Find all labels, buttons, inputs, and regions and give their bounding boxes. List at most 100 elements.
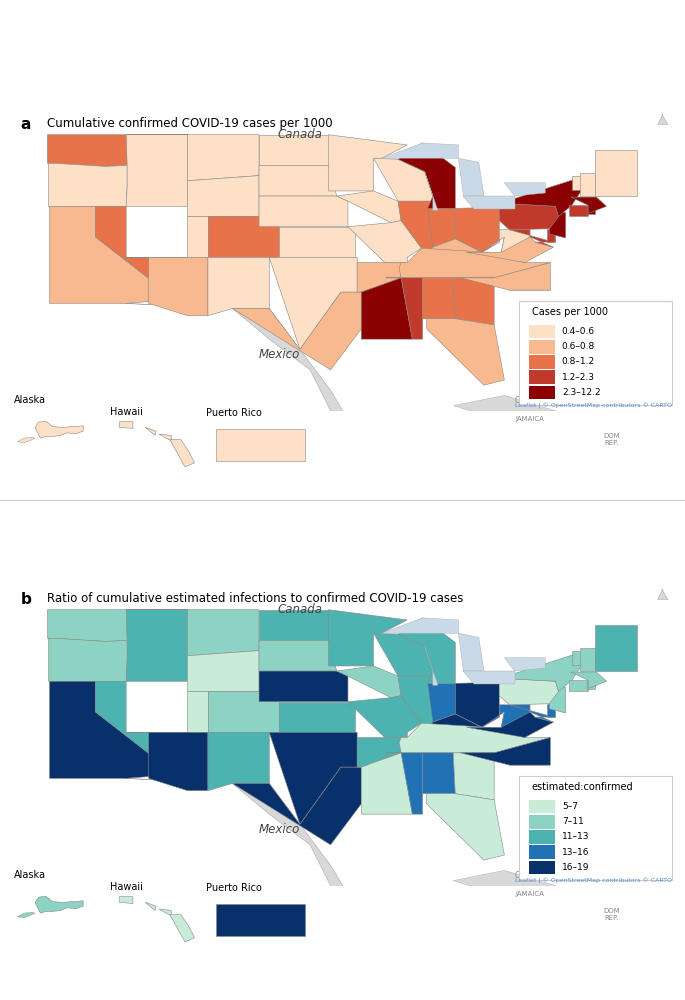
Polygon shape <box>259 671 348 702</box>
Polygon shape <box>208 216 279 257</box>
Polygon shape <box>373 158 433 201</box>
Polygon shape <box>159 434 171 441</box>
Polygon shape <box>382 143 458 158</box>
Polygon shape <box>453 395 566 431</box>
Polygon shape <box>580 173 595 196</box>
Polygon shape <box>460 262 550 290</box>
Polygon shape <box>571 672 607 688</box>
Polygon shape <box>399 723 550 753</box>
Polygon shape <box>259 640 337 671</box>
Text: estimated:confirmed: estimated:confirmed <box>532 782 634 792</box>
Polygon shape <box>458 158 484 196</box>
Polygon shape <box>571 197 607 213</box>
Polygon shape <box>425 172 438 210</box>
Polygon shape <box>49 206 151 303</box>
Bar <box>529 355 556 369</box>
Polygon shape <box>170 440 195 467</box>
Polygon shape <box>421 714 525 753</box>
Polygon shape <box>47 610 127 641</box>
Polygon shape <box>0 0 685 124</box>
Polygon shape <box>259 165 337 196</box>
Polygon shape <box>35 896 83 913</box>
Polygon shape <box>482 230 530 252</box>
Polygon shape <box>398 201 433 252</box>
Polygon shape <box>279 702 355 732</box>
Text: Canada: Canada <box>277 603 323 616</box>
Polygon shape <box>421 239 525 278</box>
Polygon shape <box>125 778 433 947</box>
Polygon shape <box>386 753 423 814</box>
Polygon shape <box>453 870 566 906</box>
Text: CUBA: CUBA <box>514 871 536 880</box>
Polygon shape <box>510 705 553 722</box>
Polygon shape <box>259 196 348 227</box>
Text: 1.2–2.3: 1.2–2.3 <box>562 373 595 382</box>
Polygon shape <box>572 651 591 665</box>
Polygon shape <box>521 447 543 455</box>
Polygon shape <box>458 633 484 671</box>
Text: Cumulative confirmed COVID-19 cases per 1000: Cumulative confirmed COVID-19 cases per … <box>47 117 332 130</box>
Text: JAMAICA: JAMAICA <box>516 416 545 422</box>
Polygon shape <box>423 753 456 794</box>
Polygon shape <box>127 610 259 656</box>
Text: Alaska: Alaska <box>14 870 46 880</box>
Polygon shape <box>499 678 558 705</box>
Bar <box>529 325 556 338</box>
Polygon shape <box>119 897 133 904</box>
Text: Puerto Rico: Puerto Rico <box>206 883 262 893</box>
Polygon shape <box>595 625 637 671</box>
Polygon shape <box>259 135 329 176</box>
Polygon shape <box>464 196 514 209</box>
Text: REP.: REP. <box>605 915 619 921</box>
Text: b: b <box>21 592 32 607</box>
Polygon shape <box>17 437 35 443</box>
Polygon shape <box>466 237 553 262</box>
Polygon shape <box>216 904 305 936</box>
Text: Mexico: Mexico <box>259 823 300 836</box>
Polygon shape <box>423 278 456 319</box>
Polygon shape <box>499 651 591 691</box>
Polygon shape <box>348 221 421 262</box>
Text: 2.3–12.2: 2.3–12.2 <box>562 388 601 397</box>
Text: Hawaii: Hawaii <box>110 407 142 417</box>
Polygon shape <box>510 230 553 247</box>
Polygon shape <box>232 767 361 845</box>
Text: Canada: Canada <box>277 128 323 141</box>
Polygon shape <box>357 262 401 292</box>
Polygon shape <box>357 738 401 767</box>
Text: 7–11: 7–11 <box>562 817 584 826</box>
Polygon shape <box>126 135 188 206</box>
Polygon shape <box>425 647 438 685</box>
Text: 5–7: 5–7 <box>562 802 578 811</box>
Polygon shape <box>456 207 499 252</box>
Polygon shape <box>232 292 361 370</box>
Polygon shape <box>337 666 401 698</box>
Polygon shape <box>49 681 151 778</box>
Polygon shape <box>587 681 595 689</box>
Text: Puerto Rico: Puerto Rico <box>206 408 262 418</box>
Polygon shape <box>460 738 550 765</box>
Text: Leaflet | © OpenStreetMap contributors © CARTO: Leaflet | © OpenStreetMap contributors ©… <box>514 878 671 884</box>
Polygon shape <box>453 278 494 325</box>
Text: DOM: DOM <box>603 433 620 439</box>
Text: 0.4–0.6: 0.4–0.6 <box>562 327 595 336</box>
Polygon shape <box>587 206 595 214</box>
Bar <box>529 830 556 844</box>
Text: Ratio of cumulative estimated infections to confirmed COVID-19 cases: Ratio of cumulative estimated infections… <box>47 592 463 605</box>
Polygon shape <box>149 257 208 316</box>
Polygon shape <box>580 648 595 671</box>
Polygon shape <box>329 610 408 666</box>
Polygon shape <box>269 732 357 824</box>
Polygon shape <box>35 421 83 438</box>
Polygon shape <box>17 912 35 918</box>
Polygon shape <box>549 687 566 713</box>
Polygon shape <box>145 902 156 910</box>
Polygon shape <box>0 344 685 599</box>
Text: CUBA: CUBA <box>514 396 536 405</box>
Polygon shape <box>329 135 408 191</box>
Polygon shape <box>188 176 259 216</box>
Polygon shape <box>595 150 637 196</box>
Polygon shape <box>361 753 412 814</box>
Polygon shape <box>547 704 556 717</box>
Polygon shape <box>208 732 279 791</box>
